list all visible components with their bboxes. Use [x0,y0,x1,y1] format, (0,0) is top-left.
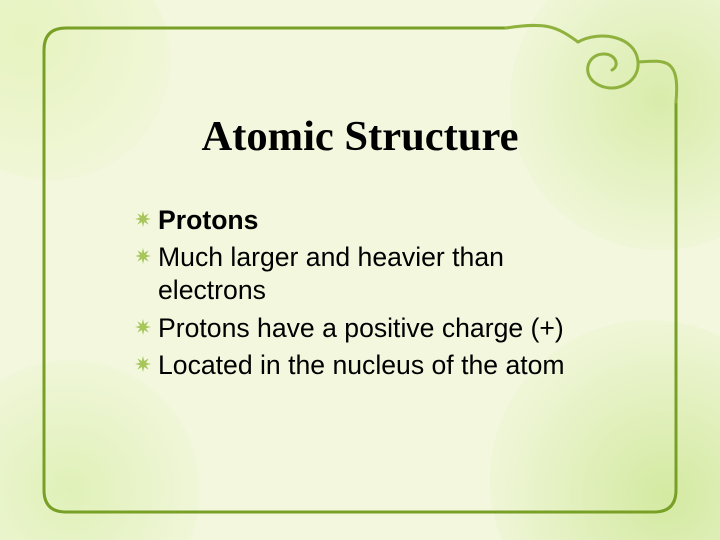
bullet-item: Protons [134,204,596,237]
starburst-icon [134,207,152,231]
bullet-text: Protons have a positive charge (+) [158,312,564,345]
content-panel: Atomic Structure Protons Much larger and … [54,36,666,504]
slide: Atomic Structure Protons Much larger and … [0,0,720,540]
bullet-item: Much larger and heavier than electrons [134,241,596,307]
slide-title: Atomic Structure [54,112,666,161]
starburst-icon [134,244,152,268]
starburst-icon [134,352,152,376]
starburst-icon [134,315,152,339]
bullet-text: Much larger and heavier than electrons [158,241,596,307]
bullet-list: Protons Much larger and heavier than elec… [134,204,596,386]
bullet-text: Protons [158,204,258,237]
bullet-text: Located in the nucleus of the atom [158,349,565,382]
bullet-item: Located in the nucleus of the atom [134,349,596,382]
bullet-item: Protons have a positive charge (+) [134,312,596,345]
